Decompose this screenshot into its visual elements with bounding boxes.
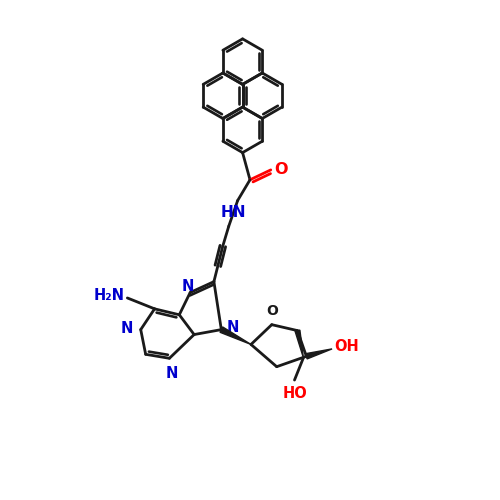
Polygon shape — [306, 349, 332, 359]
Polygon shape — [220, 327, 251, 344]
Text: O: O — [266, 304, 278, 318]
Text: HN: HN — [221, 204, 246, 220]
Text: O: O — [274, 162, 287, 178]
Text: N: N — [121, 321, 134, 336]
Polygon shape — [295, 330, 304, 358]
Text: H₂N: H₂N — [94, 288, 125, 303]
Text: N: N — [182, 278, 194, 293]
Text: HO: HO — [282, 386, 307, 401]
Text: N: N — [166, 366, 178, 380]
Text: OH: OH — [334, 339, 359, 354]
Text: N: N — [226, 320, 238, 334]
